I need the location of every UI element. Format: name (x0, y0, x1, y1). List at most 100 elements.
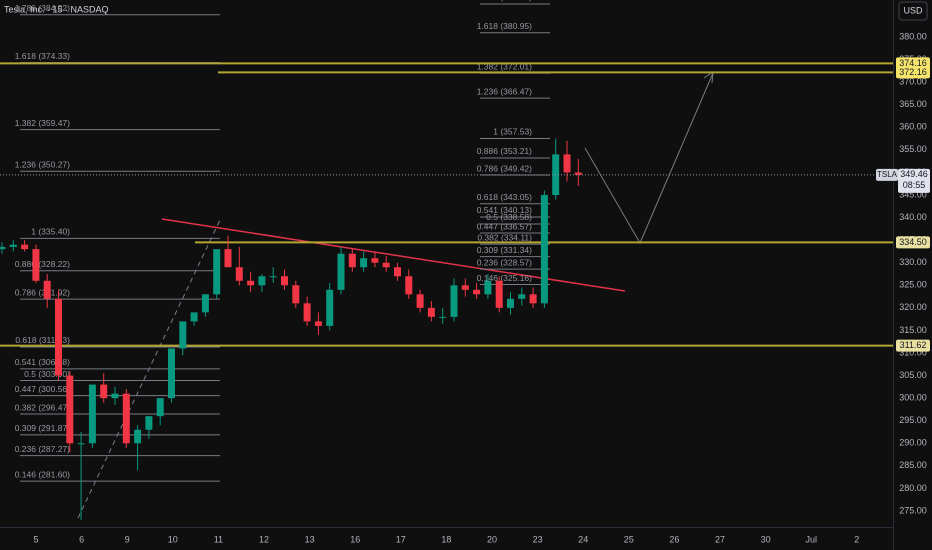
candle-body (224, 249, 232, 268)
candle-body (461, 285, 469, 290)
y-tick-label: 290.00 (899, 438, 927, 448)
fib-label: 0.886 (353.21) (477, 146, 532, 156)
level-price-box (896, 339, 930, 352)
x-tick-label: 11 (214, 534, 223, 544)
candle-body (495, 280, 503, 308)
y-tick-label: 300.00 (899, 393, 927, 403)
candle-body (382, 262, 390, 268)
y-tick-label: 325.00 (899, 280, 927, 290)
candle-body (247, 280, 255, 286)
candle-body (145, 416, 153, 430)
candle-body (269, 276, 277, 278)
fib-label: 0.618 (343.05) (477, 192, 532, 202)
level-price-label: 374.16 (899, 58, 927, 68)
level-price-box (896, 236, 930, 249)
x-tick-label: 16 (350, 534, 360, 544)
candle-body (326, 289, 334, 326)
fib-label: 0.236 (287.27) (15, 444, 70, 454)
countdown-label: 08:55 (903, 180, 926, 190)
level-price-box (896, 66, 930, 79)
candle-body (371, 258, 379, 263)
y-tick-label: 310.00 (899, 347, 927, 357)
candle-body (179, 321, 187, 349)
candle-body (258, 276, 266, 286)
fib-label: 0.618 (311.33) (15, 335, 70, 345)
symbol-label: TSLA (877, 170, 898, 179)
fib-label: 0.146 (281.60) (15, 469, 70, 479)
level-price-label: 372.16 (899, 67, 927, 77)
x-tick-label: 27 (715, 534, 725, 544)
candle-body (32, 249, 40, 281)
y-tick-label: 285.00 (899, 460, 927, 470)
last-price-label: 349.46 (900, 169, 928, 179)
candle-body (0, 246, 6, 250)
y-tick-label: 380.00 (899, 31, 927, 41)
candle-body (484, 280, 492, 295)
candle-body (55, 298, 62, 376)
candle-body (540, 195, 548, 304)
fib-label: 1.786 (387.32) (477, 0, 532, 2)
y-tick-label: 275.00 (899, 505, 927, 515)
y-tick-label: 330.00 (899, 257, 927, 267)
candle-body (360, 258, 368, 268)
candle-body (405, 276, 413, 295)
fib-label: 0.786 (349.42) (477, 163, 532, 173)
x-tick-label: Jul (805, 534, 817, 544)
fib-label: 0.786 (321.92) (15, 287, 70, 297)
fib-label: 0.309 (291.87) (15, 423, 70, 433)
candle-body (21, 244, 29, 250)
x-tick-label: 26 (669, 534, 679, 544)
candle-body (9, 244, 17, 247)
candle-body (77, 443, 85, 445)
y-tick-label: 355.00 (899, 144, 927, 154)
x-tick-label: 20 (487, 534, 497, 544)
fib-label: 0.447 (300.56) (15, 384, 70, 394)
candle-body (473, 289, 481, 295)
x-tick-label: 17 (396, 534, 406, 544)
y-tick-label: 295.00 (899, 415, 927, 425)
y-tick-label: 315.00 (899, 325, 927, 335)
fib-label: 1 (335.40) (31, 227, 70, 237)
level-price-box (896, 57, 930, 70)
currency[interactable]: USD (903, 5, 923, 15)
candle-body (394, 267, 401, 277)
fib-label: 1.236 (366.47) (477, 86, 532, 96)
candle-body (518, 294, 526, 299)
y-tick-label: 340.00 (899, 212, 927, 222)
candle-body (450, 285, 458, 317)
x-tick-label: 2 (854, 534, 859, 544)
y-tick-label: 280.00 (899, 483, 927, 493)
fib-label: 0.5 (303.90) (24, 369, 70, 379)
candle-body (529, 294, 537, 304)
candle-body (574, 172, 582, 175)
x-tick-label: 12 (259, 534, 269, 544)
candle-body (190, 312, 198, 322)
level-price-label: 334.50 (899, 237, 927, 247)
candle-body (156, 398, 164, 417)
fib-label: 1.382 (359.47) (15, 118, 70, 128)
candle-body (134, 429, 142, 444)
candle-body (563, 154, 571, 173)
fib-label: 0.382 (334.11) (477, 232, 532, 242)
candle-body (427, 307, 435, 317)
fib-label: 1.236 (350.27) (15, 159, 70, 169)
candle-body (66, 375, 74, 444)
currency-button[interactable] (898, 1, 928, 21)
y-tick-label: 305.00 (899, 370, 927, 380)
fib-label: 1.382 (372.01) (477, 61, 532, 71)
fib-label: 0.309 (331.34) (477, 245, 532, 255)
x-tick-label: 13 (305, 534, 315, 544)
fib-label: 0.447 (336.57) (477, 221, 532, 231)
candle-body (201, 294, 209, 313)
y-tick-label: 360.00 (899, 122, 927, 132)
candle-body (43, 280, 51, 299)
candle-body (303, 303, 311, 322)
last-price-box (898, 168, 930, 193)
x-tick-label: 25 (624, 534, 634, 544)
y-tick-label: 370.00 (899, 77, 927, 87)
candle-body (416, 294, 424, 308)
fib-label: 0.236 (328.57) (477, 257, 532, 267)
candle-body (168, 348, 175, 399)
fib-label: 1 (357.53) (493, 127, 532, 137)
